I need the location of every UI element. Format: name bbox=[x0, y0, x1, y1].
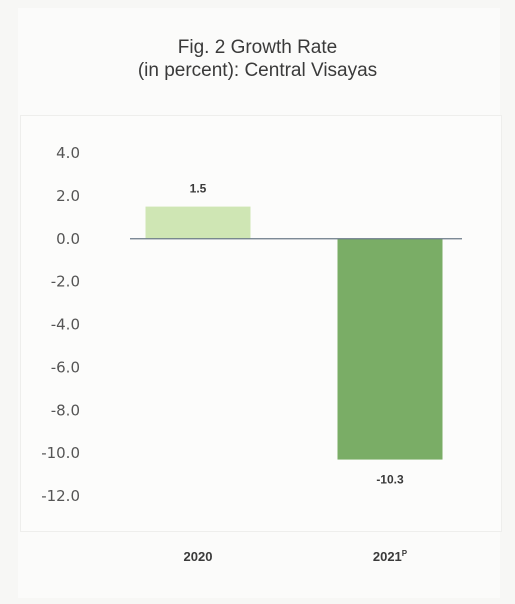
bar-2020 bbox=[145, 206, 251, 239]
y-tick-label: 0.0 bbox=[56, 230, 80, 248]
data-label: -10.3 bbox=[376, 473, 404, 487]
x-category-label: 2020 bbox=[184, 549, 213, 564]
y-tick-label: -6.0 bbox=[51, 358, 80, 376]
chart-title-line2: (in percent): Central Visayas bbox=[137, 60, 378, 81]
y-tick-label: -2.0 bbox=[51, 273, 80, 291]
y-tick-label: -8.0 bbox=[51, 401, 80, 419]
y-tick-label: -10.0 bbox=[41, 444, 80, 462]
y-tick-label: 4.0 bbox=[56, 144, 80, 162]
data-label: 1.5 bbox=[190, 182, 207, 196]
x-category-superscript: P bbox=[402, 549, 408, 558]
x-category-label: 2021P bbox=[373, 549, 408, 564]
chart-title: Fig. 2 Growth Rate (in percent): Central… bbox=[0, 36, 515, 82]
chart-title-line1: Fig. 2 Growth Rate bbox=[177, 37, 338, 58]
y-tick-label: 2.0 bbox=[56, 187, 80, 205]
y-tick-label: -12.0 bbox=[41, 487, 80, 505]
y-tick-label: -4.0 bbox=[51, 316, 80, 334]
bar-2021 bbox=[337, 238, 443, 460]
